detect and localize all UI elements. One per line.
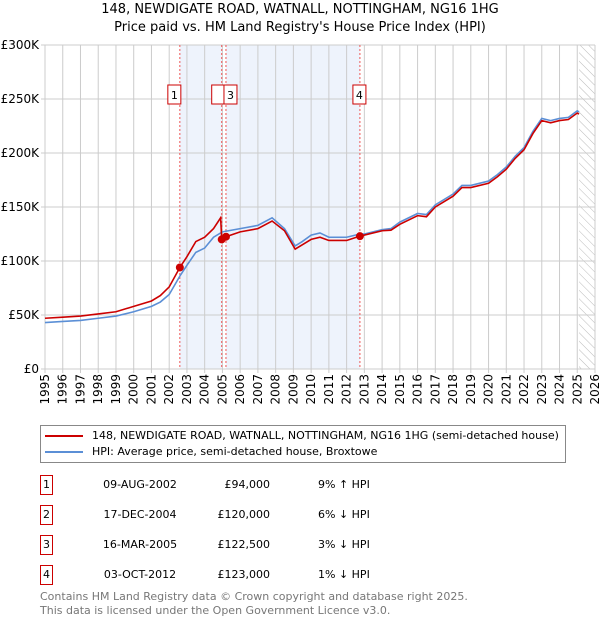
sale-date: 09-AUG-2002 <box>103 478 177 491</box>
sale-marker-badge: 1 <box>40 475 53 495</box>
legend: 148, NEWDIGATE ROAD, WATNALL, NOTTINGHAM… <box>40 425 566 463</box>
x-tick-label: 2002 <box>162 374 176 405</box>
x-tick-label: 2004 <box>198 374 212 405</box>
x-tick-label: 2021 <box>499 374 513 405</box>
x-tick-label: 1998 <box>91 374 105 405</box>
x-tick-label: 2015 <box>393 374 407 405</box>
x-tick-label: 2006 <box>233 374 247 405</box>
x-tick-label: 2012 <box>340 374 354 405</box>
legend-label: 148, NEWDIGATE ROAD, WATNALL, NOTTINGHAM… <box>92 429 559 442</box>
footer-licence: This data is licensed under the Open Gov… <box>40 604 391 617</box>
sale-price: £122,500 <box>217 538 271 551</box>
x-tick-label: 2001 <box>144 374 158 405</box>
x-tick-label: 2024 <box>553 374 567 405</box>
sale-marker-badge: 4 <box>40 565 53 585</box>
x-tick-label: 1997 <box>73 374 87 405</box>
sale-date: 16-MAR-2005 <box>102 538 178 551</box>
x-tick-label: 2020 <box>482 374 496 405</box>
sale-hpi-diff: 9% ↑ HPI <box>318 478 370 491</box>
y-tick-label: £150K <box>1 200 41 214</box>
sale-marker-box <box>352 84 367 105</box>
y-tick-label: £0 <box>24 362 39 376</box>
property-price-line <box>44 112 580 320</box>
sale-price: £120,000 <box>217 508 271 521</box>
x-tick-label: 2009 <box>286 374 300 405</box>
x-tick-label: 1999 <box>109 374 123 405</box>
legend-swatch-red <box>45 435 83 437</box>
x-tick-label: 2025 <box>570 374 584 405</box>
sale-date: 03-OCT-2012 <box>103 568 177 581</box>
sale-hpi-diff: 6% ↓ HPI <box>318 508 370 521</box>
x-tick-label: 2023 <box>535 374 549 405</box>
x-tick-label: 2022 <box>517 374 531 405</box>
sale-marker-box <box>223 84 238 105</box>
chart-subtitle: Price paid vs. HM Land Registry's House … <box>114 20 486 35</box>
x-tick-label: 2011 <box>322 374 336 405</box>
x-tick-label: 2000 <box>127 374 141 405</box>
x-tick-label: 2010 <box>304 374 318 405</box>
x-tick-label: 2017 <box>428 374 442 405</box>
legend-item-hpi: HPI: Average price, semi-detached house,… <box>45 444 559 460</box>
legend-swatch-blue <box>45 451 83 453</box>
sale-marker-box <box>211 84 226 105</box>
sale-date: 17-DEC-2004 <box>103 508 177 521</box>
sale-marker-badge: 2 <box>40 505 53 525</box>
x-tick-label: 2026 <box>588 374 600 405</box>
footer-copyright: Contains HM Land Registry data © Crown c… <box>40 590 468 603</box>
y-tick-label: £50K <box>8 308 40 322</box>
x-tick-label: 2016 <box>411 374 425 405</box>
x-tick-label: 2013 <box>357 374 371 405</box>
sale-hpi-diff: 1% ↓ HPI <box>318 568 370 581</box>
sale-marker-label: 3 <box>227 89 234 102</box>
sale-point <box>355 232 364 241</box>
sale-marker-label: 1 <box>171 89 178 102</box>
sale-price: £94,000 <box>224 478 271 491</box>
sale-point <box>221 232 230 241</box>
y-tick-label: £250K <box>1 92 41 106</box>
x-tick-label: 2018 <box>446 374 460 405</box>
y-tick-label: £300K <box>1 38 41 52</box>
x-tick-label: 1996 <box>56 374 70 405</box>
price-chart: 1995 1996 1997 1998 1999 2000 2001 2002 2003 2004… <box>1 38 600 405</box>
x-tick-label: 1995 <box>38 374 52 405</box>
x-tick-label: 2019 <box>464 374 478 405</box>
y-tick-label: £200K <box>1 146 41 160</box>
chart-title: 148, NEWDIGATE ROAD, WATNALL, NOTTINGHAM… <box>101 2 499 17</box>
legend-label: HPI: Average price, semi-detached house,… <box>92 445 378 458</box>
sale-hpi-diff: 3% ↓ HPI <box>318 538 370 551</box>
sale-price: £123,000 <box>217 568 271 581</box>
x-tick-label: 2008 <box>269 374 283 405</box>
hpi-line <box>44 109 580 324</box>
sale-marker-badge: 3 <box>40 535 53 555</box>
x-tick-label: 2014 <box>375 374 389 405</box>
sale-marker-box <box>167 84 182 105</box>
x-tick-label: 2007 <box>251 374 265 405</box>
x-tick-label: 2003 <box>180 374 194 405</box>
x-tick-label: 2005 <box>215 374 229 405</box>
y-tick-label: £100K <box>1 254 41 268</box>
sale-point <box>175 263 184 272</box>
sale-marker-label: 4 <box>356 89 363 102</box>
legend-item-property: 148, NEWDIGATE ROAD, WATNALL, NOTTINGHAM… <box>45 428 559 444</box>
